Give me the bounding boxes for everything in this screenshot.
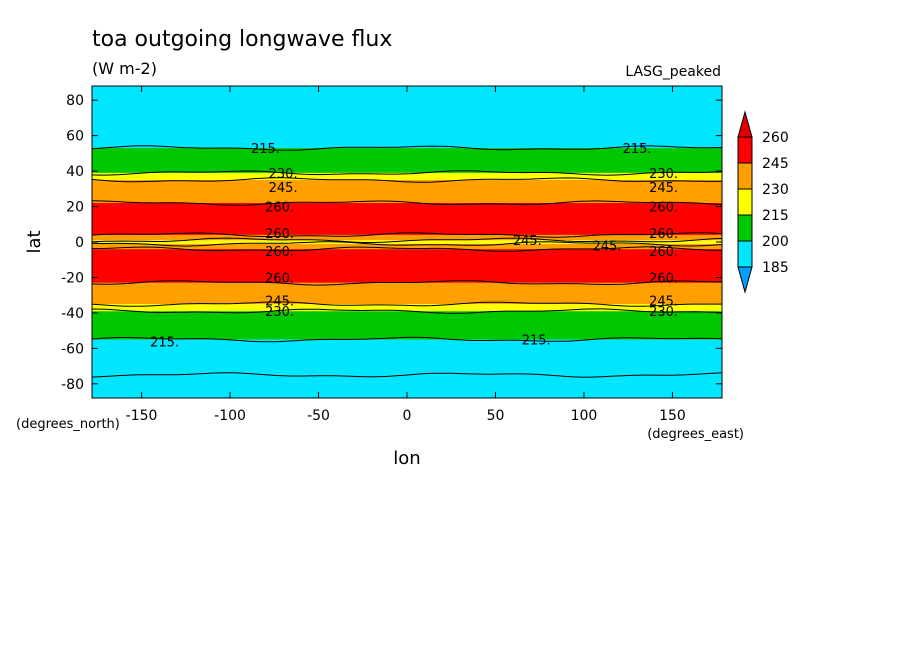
contour-label-10: 260. <box>265 245 294 260</box>
contour-label-12: 245. <box>513 234 542 249</box>
contour-label-4: 245. <box>269 181 298 196</box>
colorbar-label-3: 215 <box>762 208 789 224</box>
contour-line-8 <box>91 232 723 238</box>
colorbar-label-5: 185 <box>762 260 789 276</box>
model-annotation: LASG_peaked <box>625 64 721 80</box>
contour-label-14: 260. <box>265 271 294 286</box>
contour-label-9: 260. <box>649 227 678 242</box>
contour-line-12 <box>91 145 722 151</box>
colorbar-swatch-1 <box>737 162 753 190</box>
y-axis-units: (degrees_north) <box>16 417 120 432</box>
olr-band-8 <box>92 234 722 241</box>
contour-lines <box>91 145 723 378</box>
contour-label-18: 230. <box>265 305 294 320</box>
contour-label-2: 230. <box>269 167 298 182</box>
contour-line-4 <box>91 280 723 286</box>
olr-band-2 <box>92 311 722 340</box>
x-tick-label-4: 50 <box>487 408 505 424</box>
chart-subtitle: (W m-2) <box>92 59 157 78</box>
olr-band-1 <box>92 339 722 375</box>
colorbar-label-2: 230 <box>762 182 789 198</box>
contour-line-5 <box>91 246 723 252</box>
y-tick-label-5: 20 <box>66 200 84 216</box>
olr-band-0 <box>92 374 722 398</box>
contour-line-10 <box>91 177 723 183</box>
olr-band-13 <box>92 86 722 149</box>
y-tick-label-6: 40 <box>66 164 84 180</box>
x-axis-ticks: -150 -100 -50 0 50 100 150 <box>126 86 686 424</box>
colorbar-swatch-3 <box>737 214 753 242</box>
olr-band-12 <box>92 148 722 173</box>
plot-area: 215. 215.230. 230.245. 245.260. 260.260. 260.… <box>91 85 723 399</box>
colorbar-swatch-4 <box>737 240 753 268</box>
contour-label-21: 215. <box>522 334 551 349</box>
x-tick-label-5: 100 <box>571 408 598 424</box>
contour-line-11 <box>91 170 723 176</box>
contour-label-20: 215. <box>150 335 179 350</box>
contour-line-1 <box>91 336 723 343</box>
olr-band-5 <box>92 249 722 283</box>
x-tick-label-2: -50 <box>307 408 330 424</box>
contour-label-6: 260. <box>265 201 294 216</box>
contour-line-6 <box>91 241 723 247</box>
contour-label-11: 260. <box>649 245 678 260</box>
contour-label-1: 215. <box>623 142 652 157</box>
olr-band-6 <box>92 243 722 250</box>
y-tick-label-7: 60 <box>66 129 84 145</box>
olr-band-10 <box>92 179 722 203</box>
olr-band-3 <box>92 304 722 312</box>
y-tick-label-3: -20 <box>61 270 84 286</box>
colorbar-label-4: 200 <box>762 234 789 250</box>
contour-label-17: 245. <box>649 295 678 310</box>
colorbar-bottom-arrow <box>737 266 753 294</box>
x-tick-label-3: 0 <box>403 408 412 424</box>
colorbar-label-0: 260 <box>762 130 789 146</box>
y-axis-ticks: -80 -60 -40 -20 0 20 40 60 80 <box>61 93 722 393</box>
olr-band-9 <box>92 203 722 235</box>
y-tick-label-0: -80 <box>61 377 84 393</box>
contour-line-3 <box>91 301 722 307</box>
olr-band-11 <box>92 172 722 180</box>
contour-labels: 215. 215.230. 230.245. 245.260. 260.260. 260.… <box>150 142 678 350</box>
contour-label-0: 215. <box>251 142 280 157</box>
contour-label-3: 230. <box>649 167 678 182</box>
contour-label-7: 260. <box>649 201 678 216</box>
y-axis-label: lat <box>24 230 45 253</box>
contour-line-0 <box>91 372 723 378</box>
contour-label-15: 260. <box>649 271 678 286</box>
olr-band-7 <box>92 240 722 244</box>
y-tick-label-1: -60 <box>61 341 84 357</box>
colorbar: 260 245 230 215 200 185 <box>737 110 789 294</box>
olr-band-4 <box>92 282 722 305</box>
y-tick-label-4: 0 <box>75 235 84 251</box>
contour-label-19: 230. <box>649 305 678 320</box>
contour-label-5: 245. <box>649 181 678 196</box>
colorbar-swatch-0 <box>737 136 753 164</box>
x-tick-label-1: -100 <box>214 408 246 424</box>
contour-label-16: 245. <box>265 295 294 310</box>
x-tick-label-0: -150 <box>126 408 158 424</box>
colorbar-swatch-2 <box>737 188 753 216</box>
filled-bands <box>92 86 722 398</box>
x-axis-units: (degrees_east) <box>647 427 744 442</box>
contour-line-2 <box>91 308 723 314</box>
y-tick-label-8: 80 <box>66 93 84 109</box>
contour-label-8: 260. <box>265 227 294 242</box>
chart-title: toa outgoing longwave flux <box>92 27 392 52</box>
x-tick-label-6: 150 <box>659 408 686 424</box>
contour-line-9 <box>91 200 723 206</box>
colorbar-label-1: 245 <box>762 156 789 172</box>
x-axis-label: lon <box>393 448 420 469</box>
contour-label-13: 245. <box>592 240 621 255</box>
colorbar-top-arrow <box>737 110 753 138</box>
contour-line-7 <box>91 237 723 243</box>
y-tick-label-2: -40 <box>61 306 84 322</box>
